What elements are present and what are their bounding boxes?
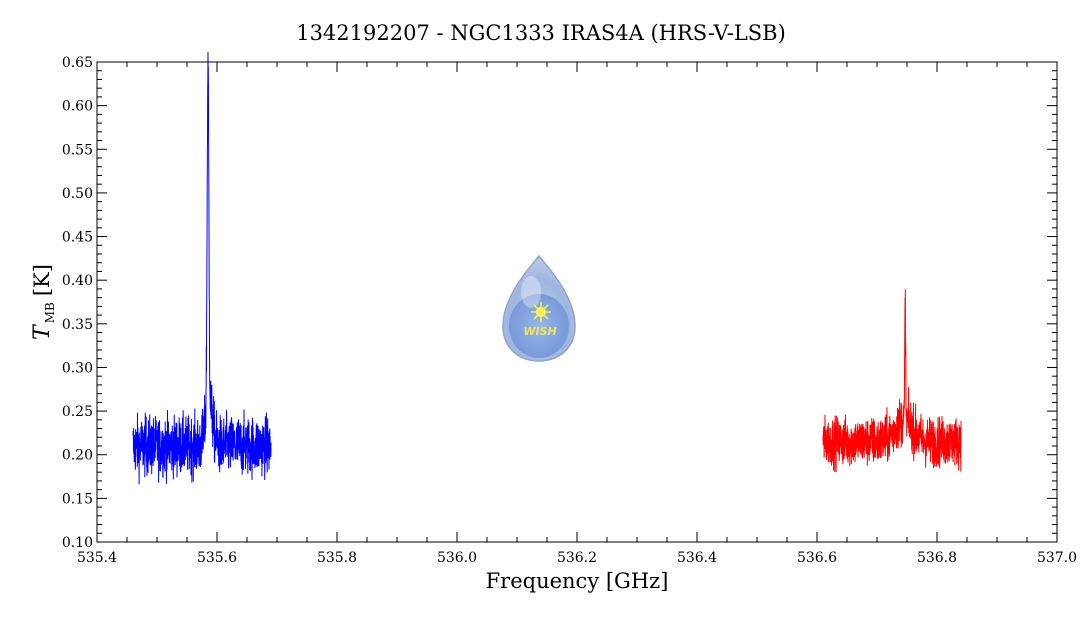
svg-text:TMB[K]: TMB [K]: [30, 264, 57, 340]
plot-area: [96, 51, 1058, 543]
y-tick-label: 0.10: [62, 535, 93, 551]
y-tick-label: 0.30: [62, 360, 93, 376]
x-tick-label: 536.4: [677, 550, 717, 566]
plot-frame: [96, 61, 1058, 543]
y-axis-label-unit: [K]: [30, 264, 54, 296]
spectrum-series-2: [822, 289, 962, 473]
chart-title: 1342192207 - NGC1333 IRAS4A (HRS-V-LSB): [296, 21, 786, 45]
x-tick-label: 536.2: [557, 550, 597, 566]
wish-logo: WISH: [502, 254, 576, 362]
y-tick-label: 0.55: [62, 142, 93, 158]
y-tick-label: 0.45: [62, 230, 93, 246]
drop-highlight: [521, 276, 541, 308]
x-tick-label: 536.0: [437, 550, 477, 566]
x-tick-label: 535.8: [317, 550, 357, 566]
spectrum-series-1: [132, 51, 272, 485]
ticks: [96, 61, 1058, 543]
y-tick-label: 0.35: [62, 317, 93, 333]
x-tick-label: 535.6: [197, 550, 237, 566]
y-tick-label: 0.65: [62, 55, 93, 71]
y-tick-label: 0.15: [62, 491, 93, 507]
y-tick-label: 0.40: [62, 273, 93, 289]
x-tick-label: 536.8: [917, 550, 957, 566]
x-tick-label: 535.4: [77, 550, 117, 566]
series-layer: [132, 51, 962, 485]
x-tick-label: 536.6: [797, 550, 837, 566]
drop-inner: [509, 294, 569, 358]
y-axis-label: TMB [K]: [30, 264, 57, 340]
y-tick-label: 0.25: [62, 404, 93, 420]
y-tick-label: 0.50: [62, 186, 93, 202]
y-axis-label-main: T: [30, 323, 55, 340]
x-axis-label: Frequency [GHz]: [486, 569, 669, 593]
y-tick-labels: 0.10 0.15 0.20 0.25 0.30 0.35 0.40 0.45 0.50 0.55…: [62, 55, 93, 551]
x-tick-labels: 535.4 535.6 535.8 536.0 536.2 536.4 536.6 536.8…: [77, 550, 1077, 566]
logo-text: WISH: [523, 325, 556, 338]
x-tick-label: 537.0: [1037, 550, 1077, 566]
y-tick-label: 0.60: [62, 99, 93, 115]
star-icon: [531, 302, 551, 322]
y-axis-label-subscript: MB: [43, 302, 57, 323]
y-tick-label: 0.20: [62, 448, 93, 464]
